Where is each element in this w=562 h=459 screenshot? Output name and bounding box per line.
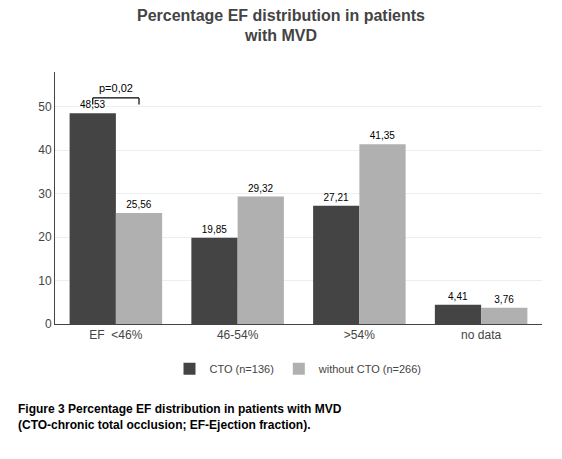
svg-text:40: 40 — [38, 143, 52, 157]
svg-text:48,53: 48,53 — [80, 99, 105, 110]
svg-text:29,32: 29,32 — [248, 183, 273, 194]
svg-text:41,35: 41,35 — [370, 130, 395, 141]
svg-text:Figure 3 Percentage EF distrib: Figure 3 Percentage EF distribution in p… — [18, 402, 342, 432]
svg-text:0: 0 — [45, 317, 52, 331]
svg-text:no data: no data — [461, 328, 501, 342]
svg-text:4,41: 4,41 — [448, 291, 468, 302]
svg-text:CTO (n=136): CTO (n=136) — [210, 363, 274, 375]
svg-text:p=0,02: p=0,02 — [99, 82, 133, 94]
svg-text:Percentage EF distribution in: Percentage EF distribution in patientswi… — [137, 7, 425, 45]
svg-text:19,85: 19,85 — [202, 224, 227, 235]
svg-text:30: 30 — [38, 187, 52, 201]
svg-text:20: 20 — [38, 230, 52, 244]
svg-text:3,76: 3,76 — [494, 294, 514, 305]
svg-text:27,21: 27,21 — [324, 192, 349, 203]
svg-text:without CTO (n=266): without CTO (n=266) — [318, 363, 421, 375]
svg-text:50: 50 — [38, 100, 52, 114]
svg-text:>54%: >54% — [344, 328, 375, 342]
svg-text:EF <46%: EF <46% — [89, 328, 142, 342]
svg-text:46-54%: 46-54% — [217, 328, 259, 342]
svg-text:25,56: 25,56 — [126, 199, 151, 210]
svg-text:10: 10 — [38, 274, 52, 288]
